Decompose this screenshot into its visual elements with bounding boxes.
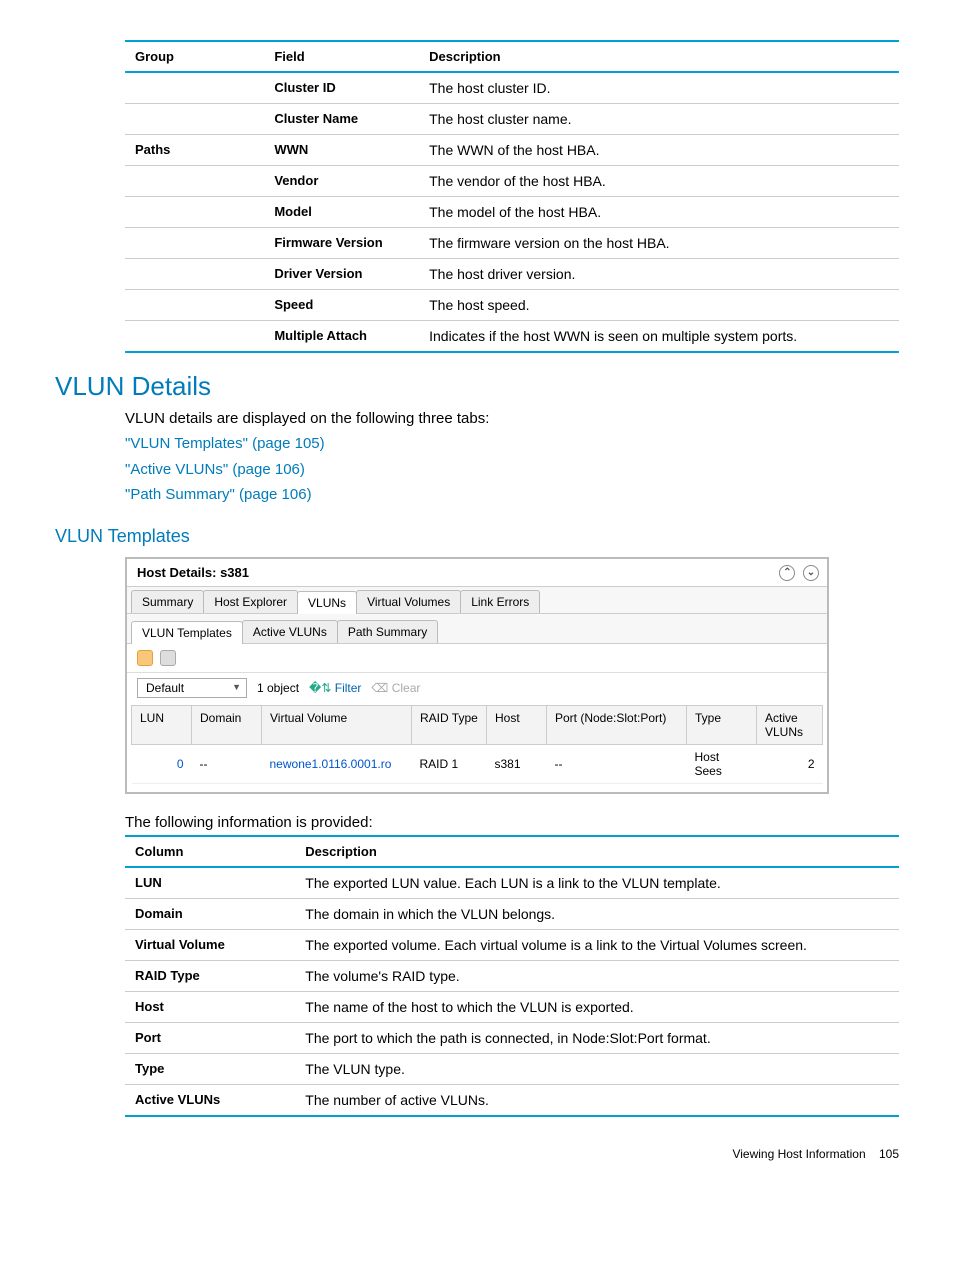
subtab-vlun-templates[interactable]: VLUN Templates <box>131 621 243 644</box>
grid-col-active[interactable]: Active VLUNs <box>757 705 823 744</box>
grid-col-lun[interactable]: LUN <box>132 705 192 744</box>
view-dropdown[interactable]: Default <box>137 678 247 698</box>
table-row: PortThe port to which the path is connec… <box>125 1022 899 1053</box>
remove-icon[interactable] <box>160 650 176 666</box>
table-row: VendorThe vendor of the host HBA. <box>125 166 899 197</box>
cell-port: -- <box>547 744 687 783</box>
tab-host-explorer[interactable]: Host Explorer <box>203 590 298 613</box>
cell-active-vluns: 2 <box>757 744 823 783</box>
cell-host: s381 <box>487 744 547 783</box>
column-desc-table: Column Description LUNThe exported LUN v… <box>125 835 899 1117</box>
table-row: ModelThe model of the host HBA. <box>125 197 899 228</box>
grid-col-vv[interactable]: Virtual Volume <box>262 705 412 744</box>
collapse-down-icon[interactable]: ⌄ <box>803 565 819 581</box>
intro-text: VLUN details are displayed on the follow… <box>125 410 899 427</box>
table-row: DomainThe domain in which the VLUN belon… <box>125 898 899 929</box>
object-count: 1 object <box>257 681 299 695</box>
col-description: Description <box>419 41 899 72</box>
table-row: Driver VersionThe host driver version. <box>125 259 899 290</box>
tab-vluns[interactable]: VLUNs <box>297 591 357 614</box>
col-description: Description <box>295 836 899 867</box>
panel-title: Host Details: s381 <box>137 565 249 580</box>
subtab-active-vluns[interactable]: Active VLUNs <box>242 620 338 643</box>
grid-col-type[interactable]: Type <box>687 705 757 744</box>
virtual-volume-link[interactable]: newone1.0116.0001.ro <box>270 757 392 771</box>
crossref-active-vluns[interactable]: "Active VLUNs" (page 106) <box>125 457 899 483</box>
grid-col-domain[interactable]: Domain <box>192 705 262 744</box>
cell-type: Host Sees <box>687 744 757 783</box>
page-footer: Viewing Host Information 105 <box>55 1147 899 1161</box>
grid-row[interactable]: 0 -- newone1.0116.0001.ro RAID 1 s381 --… <box>132 744 823 783</box>
footer-page-number: 105 <box>879 1147 899 1161</box>
clear-icon: ⌫ <box>371 681 388 695</box>
col-group: Group <box>125 41 264 72</box>
cell-raid: RAID 1 <box>412 744 487 783</box>
vlun-templates-grid: LUN Domain Virtual Volume RAID Type Host… <box>131 705 823 784</box>
tab-summary[interactable]: Summary <box>131 590 204 613</box>
grid-header-row: LUN Domain Virtual Volume RAID Type Host… <box>132 705 823 744</box>
filter-icon: �⇅ <box>309 681 331 695</box>
crossref-vlun-templates[interactable]: "VLUN Templates" (page 105) <box>125 431 899 457</box>
footer-section: Viewing Host Information <box>732 1147 865 1161</box>
heading-vlun-templates: VLUN Templates <box>55 526 899 547</box>
collapse-up-icon[interactable]: ⌃ <box>779 565 795 581</box>
col-field: Field <box>264 41 419 72</box>
table-row: TypeThe VLUN type. <box>125 1053 899 1084</box>
table-row: Virtual VolumeThe exported volume. Each … <box>125 929 899 960</box>
grid-col-port[interactable]: Port (Node:Slot:Port) <box>547 705 687 744</box>
tabs-sub: VLUN Templates Active VLUNs Path Summary <box>127 614 827 644</box>
col-column: Column <box>125 836 295 867</box>
tab-virtual-volumes[interactable]: Virtual Volumes <box>356 590 461 613</box>
lun-link[interactable]: 0 <box>177 757 184 771</box>
clear-link[interactable]: ⌫ Clear <box>371 681 420 695</box>
table-row: LUNThe exported LUN value. Each LUN is a… <box>125 867 899 899</box>
table-row: HostThe name of the host to which the VL… <box>125 991 899 1022</box>
table-row: SpeedThe host speed. <box>125 290 899 321</box>
host-fields-table: Group Field Description Cluster IDThe ho… <box>125 40 899 353</box>
table-row: Active VLUNsThe number of active VLUNs. <box>125 1084 899 1116</box>
grid-col-raid[interactable]: RAID Type <box>412 705 487 744</box>
heading-vlun-details: VLUN Details <box>55 371 899 402</box>
filter-link[interactable]: �⇅ Filter <box>309 681 361 695</box>
table-header-row: Group Field Description <box>125 41 899 72</box>
table-row: Cluster IDThe host cluster ID. <box>125 72 899 104</box>
panel-titlebar: Host Details: s381 ⌃ ⌄ <box>127 559 827 587</box>
cell-domain: -- <box>192 744 262 783</box>
host-details-panel: Host Details: s381 ⌃ ⌄ Summary Host Expl… <box>125 557 829 794</box>
grid-col-host[interactable]: Host <box>487 705 547 744</box>
export-icon[interactable] <box>137 650 153 666</box>
table-row: Firmware VersionThe firmware version on … <box>125 228 899 259</box>
following-info-text: The following information is provided: <box>125 814 899 831</box>
subtab-path-summary[interactable]: Path Summary <box>337 620 438 643</box>
table-row: RAID TypeThe volume's RAID type. <box>125 960 899 991</box>
tabs-main: Summary Host Explorer VLUNs Virtual Volu… <box>127 587 827 614</box>
filter-bar: Default 1 object �⇅ Filter ⌫ Clear <box>127 673 827 703</box>
table-row: PathsWWNThe WWN of the host HBA. <box>125 135 899 166</box>
table-row: Cluster NameThe host cluster name. <box>125 104 899 135</box>
tab-link-errors[interactable]: Link Errors <box>460 590 540 613</box>
crossref-path-summary[interactable]: "Path Summary" (page 106) <box>125 482 899 508</box>
table-header-row: Column Description <box>125 836 899 867</box>
table-row: Multiple AttachIndicates if the host WWN… <box>125 321 899 353</box>
toolbar <box>127 644 827 673</box>
